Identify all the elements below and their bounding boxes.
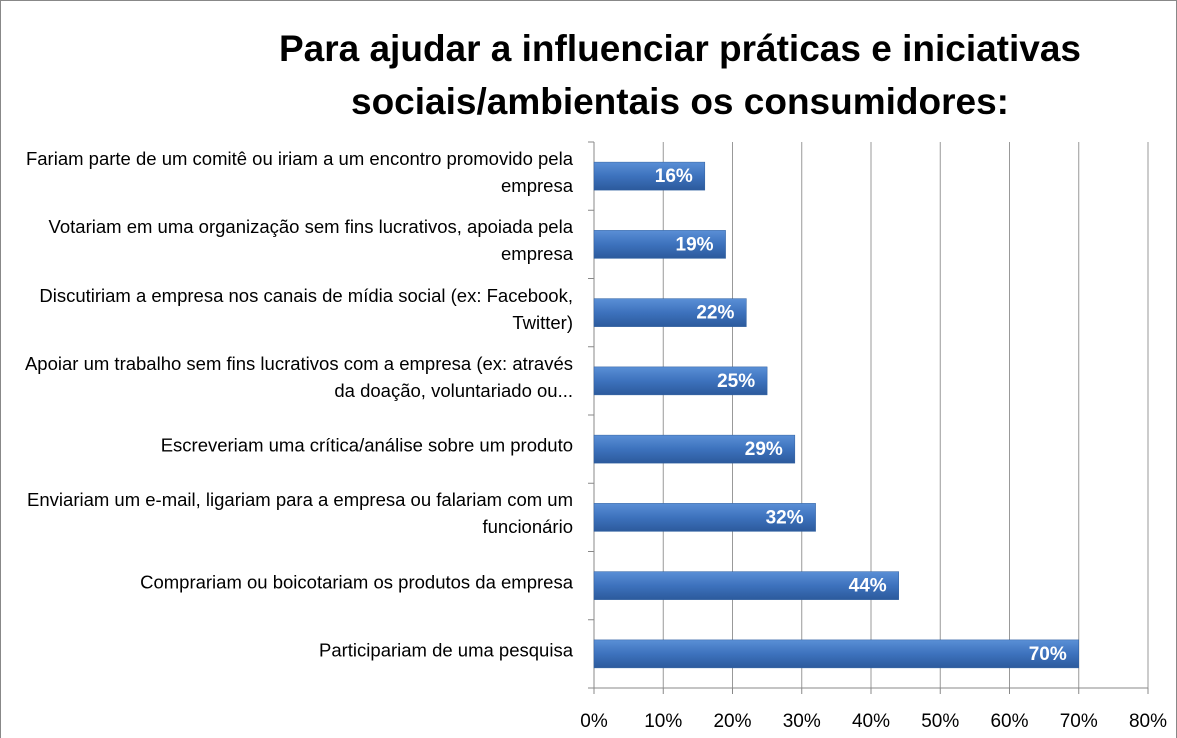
y-tick-label: Enviariam um e-mail, ligariam para a emp… — [27, 489, 573, 538]
y-tick-label: Apoiar um trabalho sem fins lucrativos c… — [24, 352, 573, 401]
data-label: 19% — [676, 234, 714, 255]
x-tick-label: 40% — [852, 711, 890, 732]
y-tick-label: Votariam em uma organização sem fins luc… — [48, 216, 573, 265]
chart-title: Para ajudar a influenciar práticas e ini… — [278, 28, 1082, 122]
x-tick-label: 50% — [921, 711, 959, 732]
x-tick-label: 0% — [580, 711, 608, 732]
data-label: 32% — [766, 507, 804, 528]
x-tick-label: 60% — [990, 711, 1028, 732]
data-label: 44% — [849, 576, 887, 597]
data-label: 70% — [1029, 644, 1067, 665]
y-tick-label: Comprariam ou boicotariam os produtos da… — [140, 571, 573, 593]
bar — [593, 434, 796, 464]
data-label: 29% — [745, 439, 783, 460]
bar — [593, 503, 816, 532]
x-tick-label: 70% — [1060, 711, 1098, 732]
bar — [593, 161, 706, 191]
x-tick-label: 80% — [1129, 711, 1167, 732]
data-label: 22% — [696, 303, 734, 324]
bar — [593, 230, 726, 259]
x-tick-label: 10% — [644, 711, 682, 732]
x-tick-label: 20% — [713, 711, 751, 732]
y-tick-label: Escreveriam uma crítica/análise sobre um… — [160, 434, 573, 456]
bar — [593, 639, 1079, 669]
bar — [593, 366, 768, 396]
x-tick-label: 30% — [783, 711, 821, 732]
data-label: 25% — [717, 371, 755, 392]
data-label: 16% — [655, 166, 693, 187]
y-tick-label: Discutiriam a empresa nos canais de mídi… — [39, 284, 573, 333]
bar — [593, 298, 747, 327]
bar — [593, 571, 899, 600]
y-tick-label: Participariam de uma pesquisa — [319, 639, 573, 661]
y-tick-label: Fariam parte de um comitê ou iriam a um … — [25, 148, 573, 197]
